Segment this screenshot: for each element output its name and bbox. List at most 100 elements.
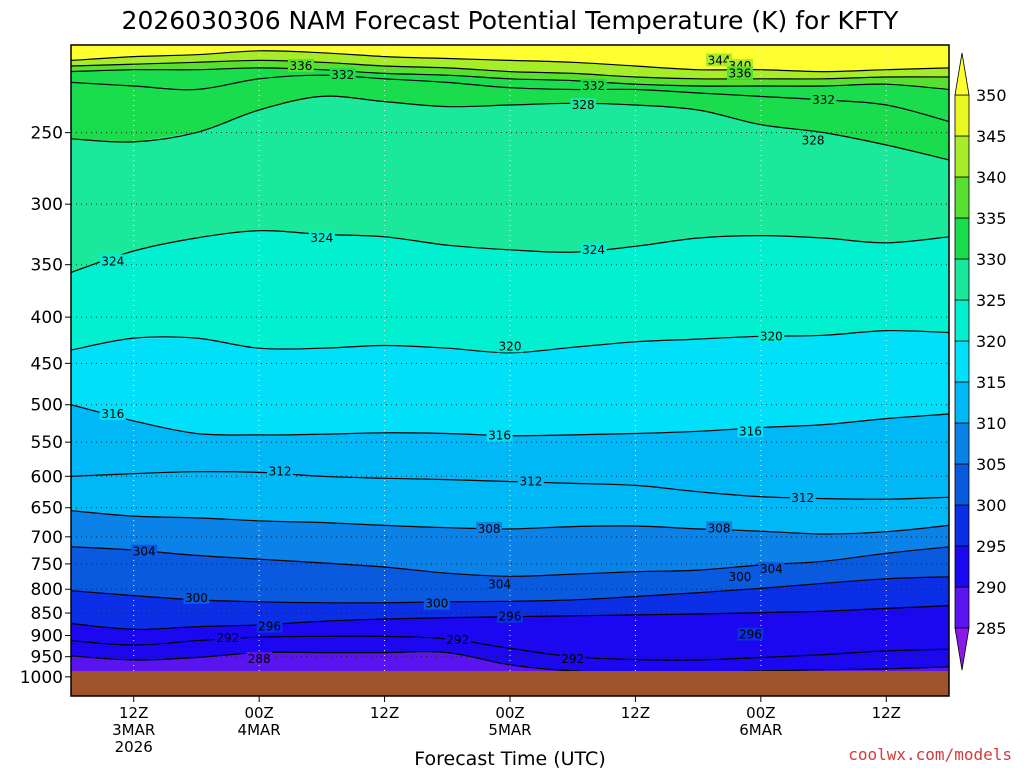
contour-label: 300	[425, 597, 448, 611]
contour-label: 300	[185, 591, 208, 605]
x-tick-label: 12Z	[370, 704, 399, 722]
contour-label-bg	[758, 329, 785, 343]
x-tick-label: 12Z	[621, 704, 650, 722]
contour-label-bg	[423, 596, 450, 610]
y-tick-label: 950	[31, 648, 63, 668]
y-tick-label: 700	[31, 528, 63, 548]
colorbar-label: 330	[976, 250, 1007, 269]
isotherm-336	[71, 67, 949, 91]
colorbar: 285 290 295 300 305 310 315 320 325 330 335 340 345 3…	[954, 52, 1007, 671]
isotherm-300	[71, 576, 949, 604]
contour-label: 328	[572, 98, 595, 112]
contour-label-bg	[444, 632, 471, 646]
contour-label: 332	[582, 79, 605, 93]
isotherm-324	[71, 230, 949, 274]
colorbar-swatch	[954, 586, 970, 629]
colorbar-label: 345	[976, 127, 1007, 146]
contour-label: 292	[446, 633, 469, 647]
colorbar-label: 310	[976, 414, 1007, 433]
y-tick-label: 650	[31, 499, 63, 519]
colorbar-label: 315	[976, 373, 1007, 392]
colorbar-label: 300	[976, 496, 1007, 515]
colorbar-label: 295	[976, 537, 1007, 556]
contour-label-bg	[517, 474, 544, 488]
contour-label-bg	[329, 68, 356, 82]
y-tick-label: 900	[31, 626, 63, 646]
colorbar-swatch	[954, 258, 970, 301]
band-294	[71, 605, 949, 660]
contour-label-bg	[497, 339, 523, 353]
colorbar-label: 305	[976, 455, 1007, 474]
contour-label: 308	[478, 522, 501, 536]
colorbar-swatch	[954, 545, 970, 588]
contour-label-bg	[559, 651, 586, 665]
colorbar-swatch	[954, 422, 970, 465]
x-tick-label: 00Z	[244, 704, 273, 722]
y-tick-label: 500	[31, 396, 63, 416]
contour-label: 304	[760, 562, 783, 576]
contour-label: 296	[499, 610, 522, 624]
x-tick-label: 00Z	[495, 704, 524, 722]
contour-label: 320	[499, 339, 522, 353]
contour-label: 288	[248, 652, 271, 666]
x-tick-label: 00Z	[746, 704, 775, 722]
colorbar-top-arrow	[954, 52, 970, 96]
contour-label: 292	[561, 652, 584, 666]
x-axis-label: Forecast Time (UTC)	[414, 748, 605, 768]
isotherm-288	[71, 651, 949, 671]
isotherm-332	[71, 74, 949, 123]
contour-label: 320	[760, 329, 783, 343]
band-290	[71, 636, 949, 671]
colorbar-label: 340	[976, 168, 1007, 187]
contour-label: 292	[216, 631, 239, 645]
band-298	[71, 576, 949, 630]
contour-label-bg	[256, 619, 283, 633]
contour-label-bg	[497, 609, 523, 623]
y-tick-label: 750	[31, 555, 63, 575]
y-tick-label: 350	[31, 256, 63, 276]
contour-label-bg	[476, 521, 503, 535]
contour-label-bg	[486, 428, 513, 442]
colorbar-swatch	[954, 463, 970, 506]
contour-label-bg	[800, 133, 827, 147]
x-tick-label: 2026	[115, 738, 153, 756]
pressure-axis: 2503003504004505005506006507007508008509…	[20, 124, 71, 688]
colorbar-swatch	[954, 299, 970, 342]
contour-label-bg	[486, 577, 513, 591]
contour-label: 324	[310, 231, 333, 245]
contour-label-bg	[131, 544, 158, 558]
contour-label: 324	[101, 254, 124, 268]
contour-label: 324	[582, 243, 605, 257]
colorbar-label: 350	[976, 86, 1007, 105]
contour-label-bg	[737, 424, 764, 438]
contour-label-bg	[580, 78, 607, 92]
contour-label: 296	[739, 628, 762, 642]
contour-label-bg	[308, 231, 335, 245]
isotherm-340	[71, 59, 949, 80]
y-tick-label: 600	[31, 467, 63, 487]
y-tick-label: 400	[31, 308, 63, 328]
isotherm-304	[71, 546, 949, 577]
contour-label-bg	[789, 490, 816, 504]
y-tick-label: 250	[31, 124, 63, 144]
contour-label-bg	[810, 92, 837, 106]
band-326	[71, 96, 949, 273]
contour-label-bg	[183, 590, 210, 604]
ground-surface	[71, 671, 949, 696]
contour-label: 300	[728, 570, 751, 584]
contour-label-bg	[214, 631, 241, 645]
contour-label-bg	[287, 59, 314, 73]
band-286	[71, 652, 949, 671]
x-tick-label: 4MAR	[238, 721, 281, 739]
y-tick-label: 1000	[20, 668, 63, 688]
x-tick-label: 3MAR	[112, 721, 155, 739]
contour-label: 336	[728, 66, 751, 80]
contour-label: 312	[791, 491, 814, 505]
y-tick-label: 800	[31, 580, 63, 600]
x-tick-label: 6MAR	[739, 721, 782, 739]
y-tick-label: 550	[31, 433, 63, 453]
contour-label-bg	[99, 407, 126, 421]
